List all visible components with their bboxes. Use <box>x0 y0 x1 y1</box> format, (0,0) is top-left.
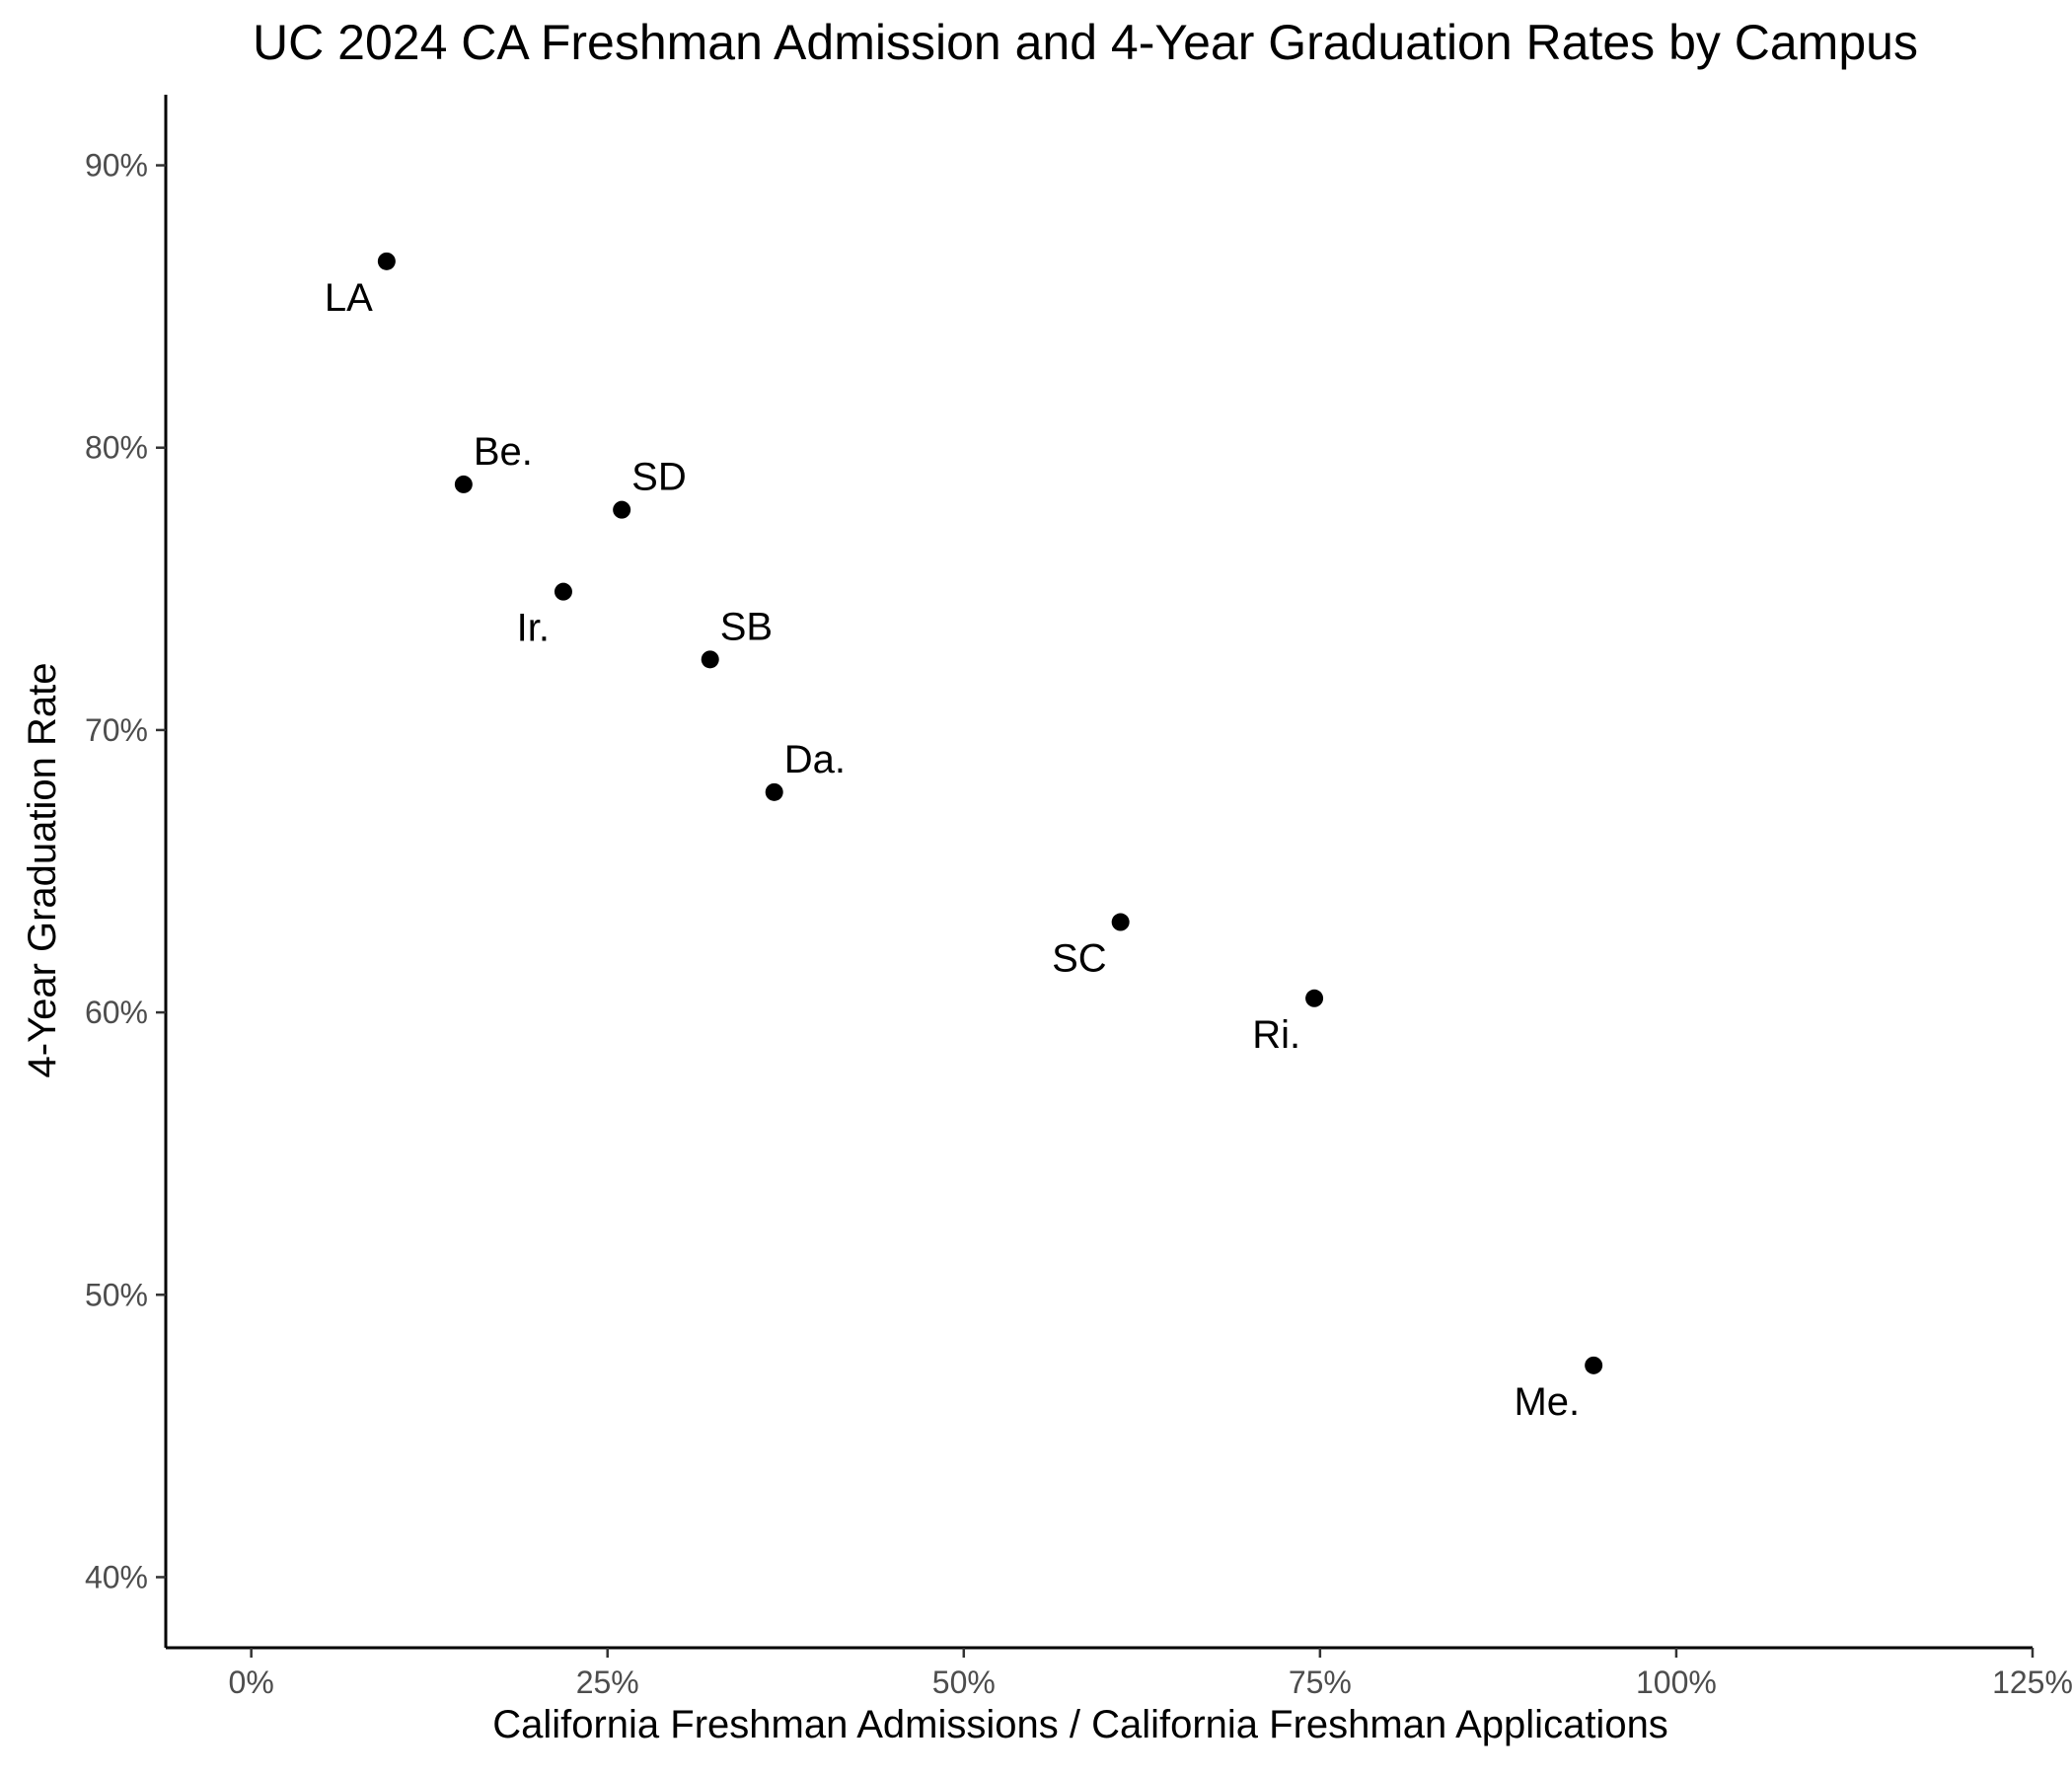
point-label: SC <box>1052 937 1107 981</box>
y-axis-title: 4-Year Graduation Rate <box>21 662 64 1077</box>
y-tick-label: 70% <box>85 712 148 748</box>
y-tick-label: 90% <box>85 148 148 184</box>
point-label: Ir. <box>517 607 550 650</box>
data-point <box>454 475 473 493</box>
point-label: Ri. <box>1252 1013 1300 1057</box>
point-label: SB <box>720 605 773 648</box>
point-label: LA <box>325 276 373 320</box>
chart-title: UC 2024 CA Freshman Admission and 4-Year… <box>253 15 1918 70</box>
x-tick-label: 0% <box>229 1665 274 1700</box>
x-tick-label: 50% <box>932 1665 996 1700</box>
point-label: Da. <box>784 738 846 781</box>
x-tick-label: 100% <box>1636 1665 1717 1700</box>
y-tick-label: 60% <box>85 995 148 1030</box>
data-point <box>554 582 572 601</box>
y-tick-label: 40% <box>85 1559 148 1594</box>
point-label: SD <box>631 456 687 499</box>
x-tick-label: 25% <box>576 1665 639 1700</box>
y-tick-label: 50% <box>85 1277 148 1312</box>
data-point <box>1111 913 1130 931</box>
x-axis-title: California Freshman Admissions / Califor… <box>492 1703 1668 1746</box>
y-tick-label: 80% <box>85 430 148 466</box>
data-point <box>1305 989 1324 1007</box>
point-label: Be. <box>474 430 533 474</box>
data-points: LA Be. SD Ir. SB Da. SC Ri. Me. <box>325 252 1603 1424</box>
data-point <box>377 252 396 270</box>
data-point <box>765 782 783 801</box>
point-label: Me. <box>1514 1380 1580 1424</box>
data-point <box>701 650 719 669</box>
axes: 40% 50% 60% 70% 80% 90% 0% 25% 50% 75% 100% 125% <box>85 95 2072 1700</box>
data-point <box>613 500 631 519</box>
data-point <box>1585 1356 1603 1374</box>
x-tick-label: 75% <box>1289 1665 1352 1700</box>
x-tick-label: 125% <box>1992 1665 2072 1700</box>
